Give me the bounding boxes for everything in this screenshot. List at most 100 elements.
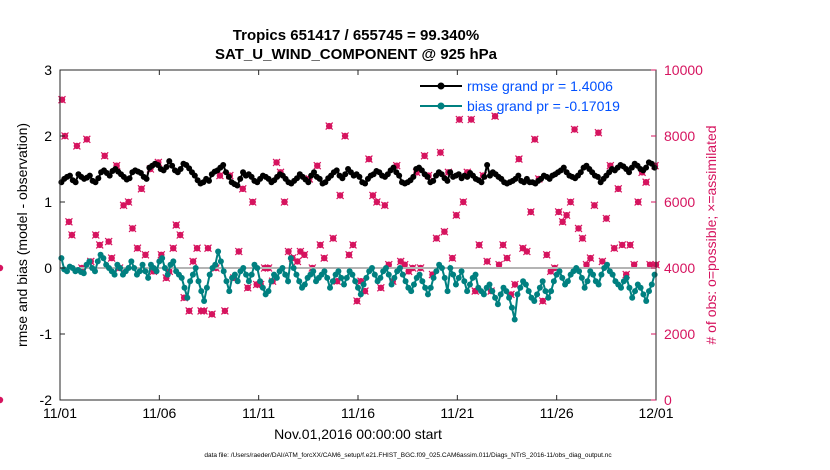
obs-count-point: [614, 184, 623, 193]
y-tick-label-left: -2: [40, 392, 53, 408]
rmse-point: [444, 177, 451, 184]
bias-point: [598, 271, 605, 278]
bias-point: [388, 281, 395, 288]
obs-count-point: [91, 231, 100, 239]
bias-point: [368, 265, 375, 271]
bias-point: [643, 298, 650, 304]
bias-point: [536, 284, 543, 291]
rmse-point: [430, 177, 437, 184]
rmse-point: [410, 173, 417, 180]
obs-possible-marker: [0, 264, 4, 272]
obs-assimilated-marker: [558, 217, 567, 226]
x-tick-label: 11/06: [142, 405, 176, 421]
obs-count-point: [503, 254, 511, 263]
bias-point: [327, 284, 334, 291]
rmse-point: [626, 169, 633, 176]
obs-count-point: [491, 112, 500, 121]
obs-assimilated-marker: [522, 247, 531, 256]
obs-count-point: [618, 240, 627, 249]
bias-point: [58, 255, 65, 262]
obs-assimilated-marker: [610, 244, 619, 253]
obs-count-point: [169, 244, 178, 253]
obs-assimilated-marker: [72, 141, 81, 150]
bias-point: [198, 288, 205, 295]
obs-count-point: [380, 201, 389, 210]
obs-count-point: [349, 240, 357, 249]
bias-point: [181, 284, 188, 291]
obs-count-point: [67, 231, 76, 239]
bias-point: [595, 281, 602, 288]
obs-assimilated-marker: [341, 132, 350, 140]
bias-point: [273, 274, 280, 281]
obs-assimilated-marker: [284, 247, 293, 256]
obs-count-point: [440, 227, 449, 236]
chart-title: Tropics 651417 / 655745 = 99.340%: [233, 27, 479, 44]
bias-point: [321, 268, 328, 275]
bias-point: [94, 258, 101, 265]
rmse-point: [143, 175, 150, 182]
obs-assimilated-marker: [91, 231, 100, 239]
obs-count-point: [336, 191, 345, 200]
obs-count-point: [238, 184, 247, 193]
obs-assimilated-marker: [189, 257, 198, 266]
bias-point: [187, 278, 194, 285]
obs-count-point: [320, 254, 329, 263]
bias-point: [556, 268, 563, 275]
obs-assimilated-marker: [128, 224, 137, 233]
obs-assimilated-marker: [475, 240, 484, 249]
obs-assimilated-marker: [483, 257, 492, 266]
obs-count-point: [483, 257, 492, 266]
bias-point: [80, 270, 87, 277]
bias-point: [447, 265, 454, 271]
legend-rmse-label: rmse grand pr = 1.4006: [467, 78, 613, 94]
obs-assimilated-marker: [272, 158, 281, 167]
bias-point: [458, 268, 465, 275]
bias-point: [357, 291, 364, 298]
rmse-point: [106, 172, 113, 179]
bias-point: [206, 271, 213, 278]
obs-assimilated-marker: [594, 128, 603, 137]
rmse-point: [234, 182, 241, 189]
bias-point: [494, 301, 501, 308]
obs-count-point: [590, 201, 599, 210]
obs-count-point: [185, 306, 194, 315]
rmse-point: [163, 164, 170, 171]
obs-assimilated-marker: [133, 244, 142, 253]
bias-point: [184, 294, 191, 301]
obs-assimilated-marker: [345, 250, 353, 259]
bias-point: [170, 258, 177, 265]
obs-assimilated-marker: [248, 198, 257, 206]
obs-assimilated-marker: [204, 244, 212, 253]
bias-point: [296, 278, 303, 285]
x-axis-label: Nov.01,2016 00:00:00 start: [274, 426, 442, 442]
bias-point: [338, 274, 345, 281]
bias-point: [282, 271, 289, 278]
obs-assimilated-marker: [499, 240, 507, 249]
y-axis-label-right: # of obs: o=possible; ×=assimilated: [703, 125, 719, 344]
obs-count-point: [594, 128, 603, 137]
bias-point: [545, 294, 552, 301]
bias-point: [534, 291, 541, 298]
obs-assimilated-marker: [432, 234, 441, 243]
rmse-point: [311, 169, 318, 176]
bias-point: [578, 274, 585, 281]
bias-point: [391, 274, 398, 281]
rmse-series: [58, 158, 658, 189]
obs-count-point: [642, 178, 650, 187]
rmse-point: [72, 179, 79, 186]
rmse-point: [643, 164, 650, 171]
rmse-point: [95, 175, 102, 182]
obs-count-point: [570, 125, 579, 134]
obs-assimilated-marker: [243, 283, 252, 292]
y-axis-label-left: rmse and bias (model - observation): [14, 123, 30, 347]
bias-point: [335, 268, 342, 275]
obs-assimilated-marker: [238, 184, 247, 193]
obs-count-point: [452, 211, 461, 220]
plot-area: [60, 70, 656, 400]
obs-assimilated-marker: [538, 297, 547, 305]
obs-count-point: [368, 191, 377, 200]
bias-point: [399, 271, 406, 278]
bias-point: [86, 258, 93, 265]
obs-assimilated-marker: [365, 155, 373, 164]
x-tick-label: 11/26: [540, 405, 574, 421]
